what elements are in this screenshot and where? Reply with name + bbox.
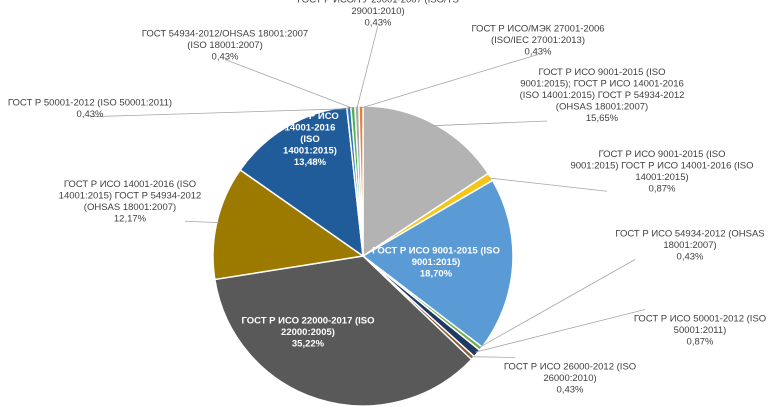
leader-line	[488, 177, 608, 192]
leader-line	[89, 108, 349, 118]
slice-label: ГОСТ 54934-2012/OHSAS 18001:2007 (ISO 180…	[142, 29, 308, 63]
leader-line	[475, 309, 646, 353]
slice-label: ГОСТ Р ИСО/ТУ 29001-2007 (ISO/TS 29001:20…	[297, 0, 459, 29]
leader-line	[479, 259, 636, 348]
leader-line	[356, 25, 379, 109]
slice-label: ГОСТ Р ИСО 14001-2016 (ISO 14001:2015) 13,48…	[281, 111, 339, 168]
leader-line	[360, 54, 539, 109]
slice-label: ГОСТ Р ИСО 50001-2012 (ISO 50001:2011) 0,8…	[634, 314, 766, 348]
slice-label: ГОСТ Р 50001-2012 (ISO 50001:2011) 0,43%	[8, 97, 172, 120]
pie-slice	[239, 106, 364, 258]
slice-label: ГОСТ Р ИСО 9001-2015 (ISO 9001:2015) 18,70…	[372, 246, 500, 280]
slice-label: ГОСТ Р ИСО 9001-2015 (ISO 9001:2015) ГОСТ…	[570, 149, 753, 195]
slice-label: ГОСТ Р ИСО 9001-2015 (ISO 9001:2015); ГОС…	[520, 67, 685, 124]
pie-slice	[361, 179, 514, 349]
slice-label: ГОСТ Р ИСО/МЭК 27001-2006 (ISO/IEC 27001:…	[471, 24, 604, 58]
pie-slice	[358, 105, 364, 257]
slice-label: ГОСТ Р ИСО 26000-2012 (ISO 26000:2010) 0,4…	[504, 362, 636, 396]
slice-label: ГОСТ Р ИСО 14001-2016 (ISO 14001:2015) ГО…	[59, 179, 202, 225]
leader-line	[184, 220, 219, 224]
slice-label: ГОСТ Р ИСО 22000-2017 (ISO 22000:2005) 35,…	[241, 316, 374, 350]
leader-line	[433, 120, 548, 127]
leader-line	[471, 356, 516, 358]
pie-slice	[362, 105, 490, 258]
pie-slice	[213, 255, 473, 407]
leader-line	[224, 59, 354, 109]
slice-label: ГОСТ Р ИСО 54934-2012 (OHSAS 18001:2007) 0…	[615, 229, 764, 263]
